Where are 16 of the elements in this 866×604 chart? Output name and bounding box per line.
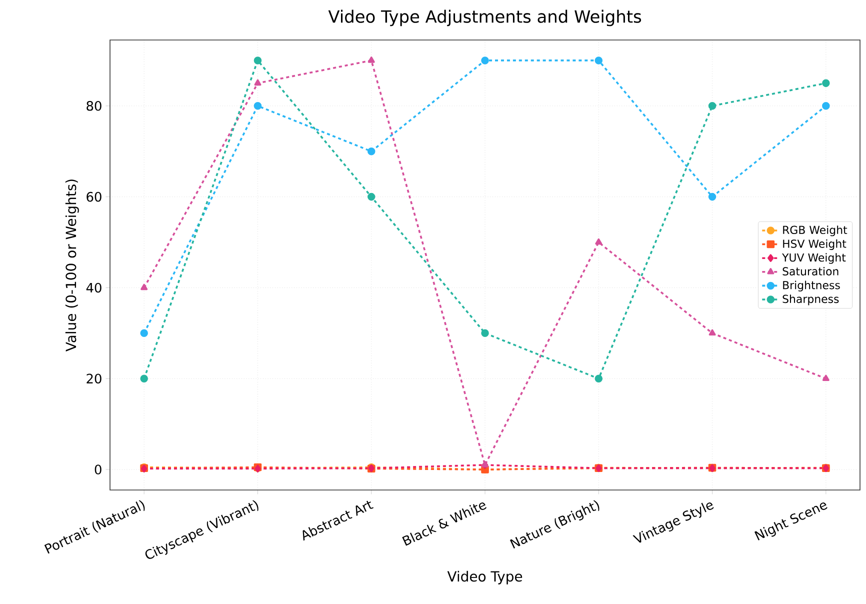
legend-label: Saturation bbox=[782, 266, 838, 276]
x-tick-label: Night Scene bbox=[754, 502, 828, 540]
chart-title: Video Type Adjustments and Weights bbox=[328, 10, 642, 26]
legend-label: YUV Weight bbox=[782, 253, 846, 264]
legend-label: HSV Weight bbox=[783, 239, 846, 250]
x-tick-label: Black & White bbox=[402, 502, 486, 546]
legend-label: RGB Weight bbox=[783, 226, 848, 236]
y-tick-label: 60 bbox=[86, 192, 102, 202]
y-tick-label: 0 bbox=[94, 464, 102, 474]
y-tick-label: 40 bbox=[86, 282, 102, 293]
y-axis-title: Value (0-100 or Weights) bbox=[65, 180, 79, 352]
legend-label: Brightness bbox=[783, 280, 840, 292]
legend-label: Sharpness bbox=[782, 294, 839, 306]
x-axis-title: Video Type bbox=[447, 570, 522, 584]
y-tick-label: 80 bbox=[86, 101, 102, 111]
y-tick-label: 20 bbox=[86, 374, 102, 384]
